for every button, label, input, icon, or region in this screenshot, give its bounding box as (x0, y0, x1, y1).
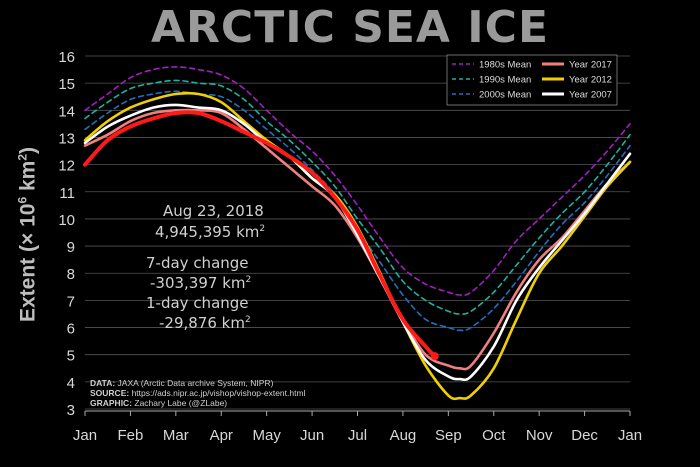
x-tick-label: Mar (163, 427, 189, 444)
x-tick-label: Apr (210, 427, 233, 444)
y-tick-label: 13 (58, 130, 75, 147)
y-tick-label: 12 (58, 158, 75, 175)
credits: DATA: JAXA (Arctic Data archive System, … (90, 378, 305, 408)
annotation-week-label: 7-day change (146, 254, 249, 272)
y-tick-label: 16 (58, 49, 75, 66)
legend-label-year-2007: Year 2007 (569, 90, 612, 101)
series-line-1980s-mean (84, 66, 631, 296)
y-tick-label: 6 (67, 321, 75, 338)
x-tick-label: Jun (300, 427, 324, 444)
chart-title: ARCTIC SEA ICE (150, 2, 550, 53)
y-tick-label: 3 (67, 402, 75, 419)
legend-box (446, 54, 618, 106)
x-tick-label: Jan (618, 427, 642, 444)
y-tick-label: 7 (67, 293, 75, 310)
legend-label-2000s-mean: 2000s Mean (479, 90, 531, 101)
legend-label-1980s-mean: 1980s Mean (479, 60, 531, 71)
credit-data: DATA: JAXA (Arctic Data archive System, … (90, 378, 274, 388)
x-tick-label: Jan (73, 427, 97, 444)
y-tick-label: 8 (67, 266, 75, 283)
x-tick-labels: Jan Feb Mar Apr May Jun Jul Aug Sep Oct Nov Dec Jan (73, 411, 642, 444)
legend: 1980s Mean 1990s Mean 2000s Mean Year 2017 Y… (452, 60, 612, 101)
series-line-1990s-mean (84, 79, 631, 315)
credit-graphic: GRAPHIC: Zachary Labe (@ZLabe) (90, 398, 228, 408)
y-tick-label: 9 (67, 239, 75, 256)
y-tick-label: 10 (58, 212, 75, 229)
legend-label-year-2012: Year 2012 (569, 75, 612, 86)
x-tick-label: Aug (390, 427, 417, 444)
y-tick-label: 11 (59, 185, 75, 202)
y-tick-labels: 3 4 5 6 7 8 9 10 11 12 13 14 15 16 (58, 49, 75, 419)
x-tick-label: Feb (117, 427, 143, 444)
y-tick-label: 15 (58, 76, 75, 93)
series-line-year-2018 (83, 110, 437, 359)
series-line-year-2007 (83, 103, 632, 382)
annotation-day-value: -29,876 km2 (159, 314, 251, 332)
series-lines (83, 66, 632, 401)
credit-source: SOURCE: https://ads.nipr.ac.jp/vishop/vi… (90, 388, 306, 398)
y-tick-label: 14 (58, 103, 75, 120)
x-tick-label: Jul (348, 427, 367, 444)
current-value-marker (430, 352, 439, 361)
x-tick-label: Oct (482, 427, 506, 444)
x-tick-label: May (252, 427, 281, 444)
series-line-2000s-mean (84, 90, 631, 332)
annotation-date: Aug 23, 2018 (163, 202, 264, 220)
y-tick-label: 5 (67, 348, 75, 365)
annotation-day-label: 1-day change (146, 294, 249, 312)
annotation-extent: 4,945,395 km2 (155, 223, 266, 241)
x-tick-label: Dec (571, 427, 598, 444)
y-tick-label: 4 (67, 375, 75, 392)
x-tick-label: Nov (526, 427, 553, 444)
legend-label-1990s-mean: 1990s Mean (479, 75, 531, 86)
x-tick-label: Sep (435, 427, 462, 444)
annotation-week-value: -303,397 km2 (150, 274, 252, 292)
legend-label-year-2017: Year 2017 (569, 60, 612, 71)
